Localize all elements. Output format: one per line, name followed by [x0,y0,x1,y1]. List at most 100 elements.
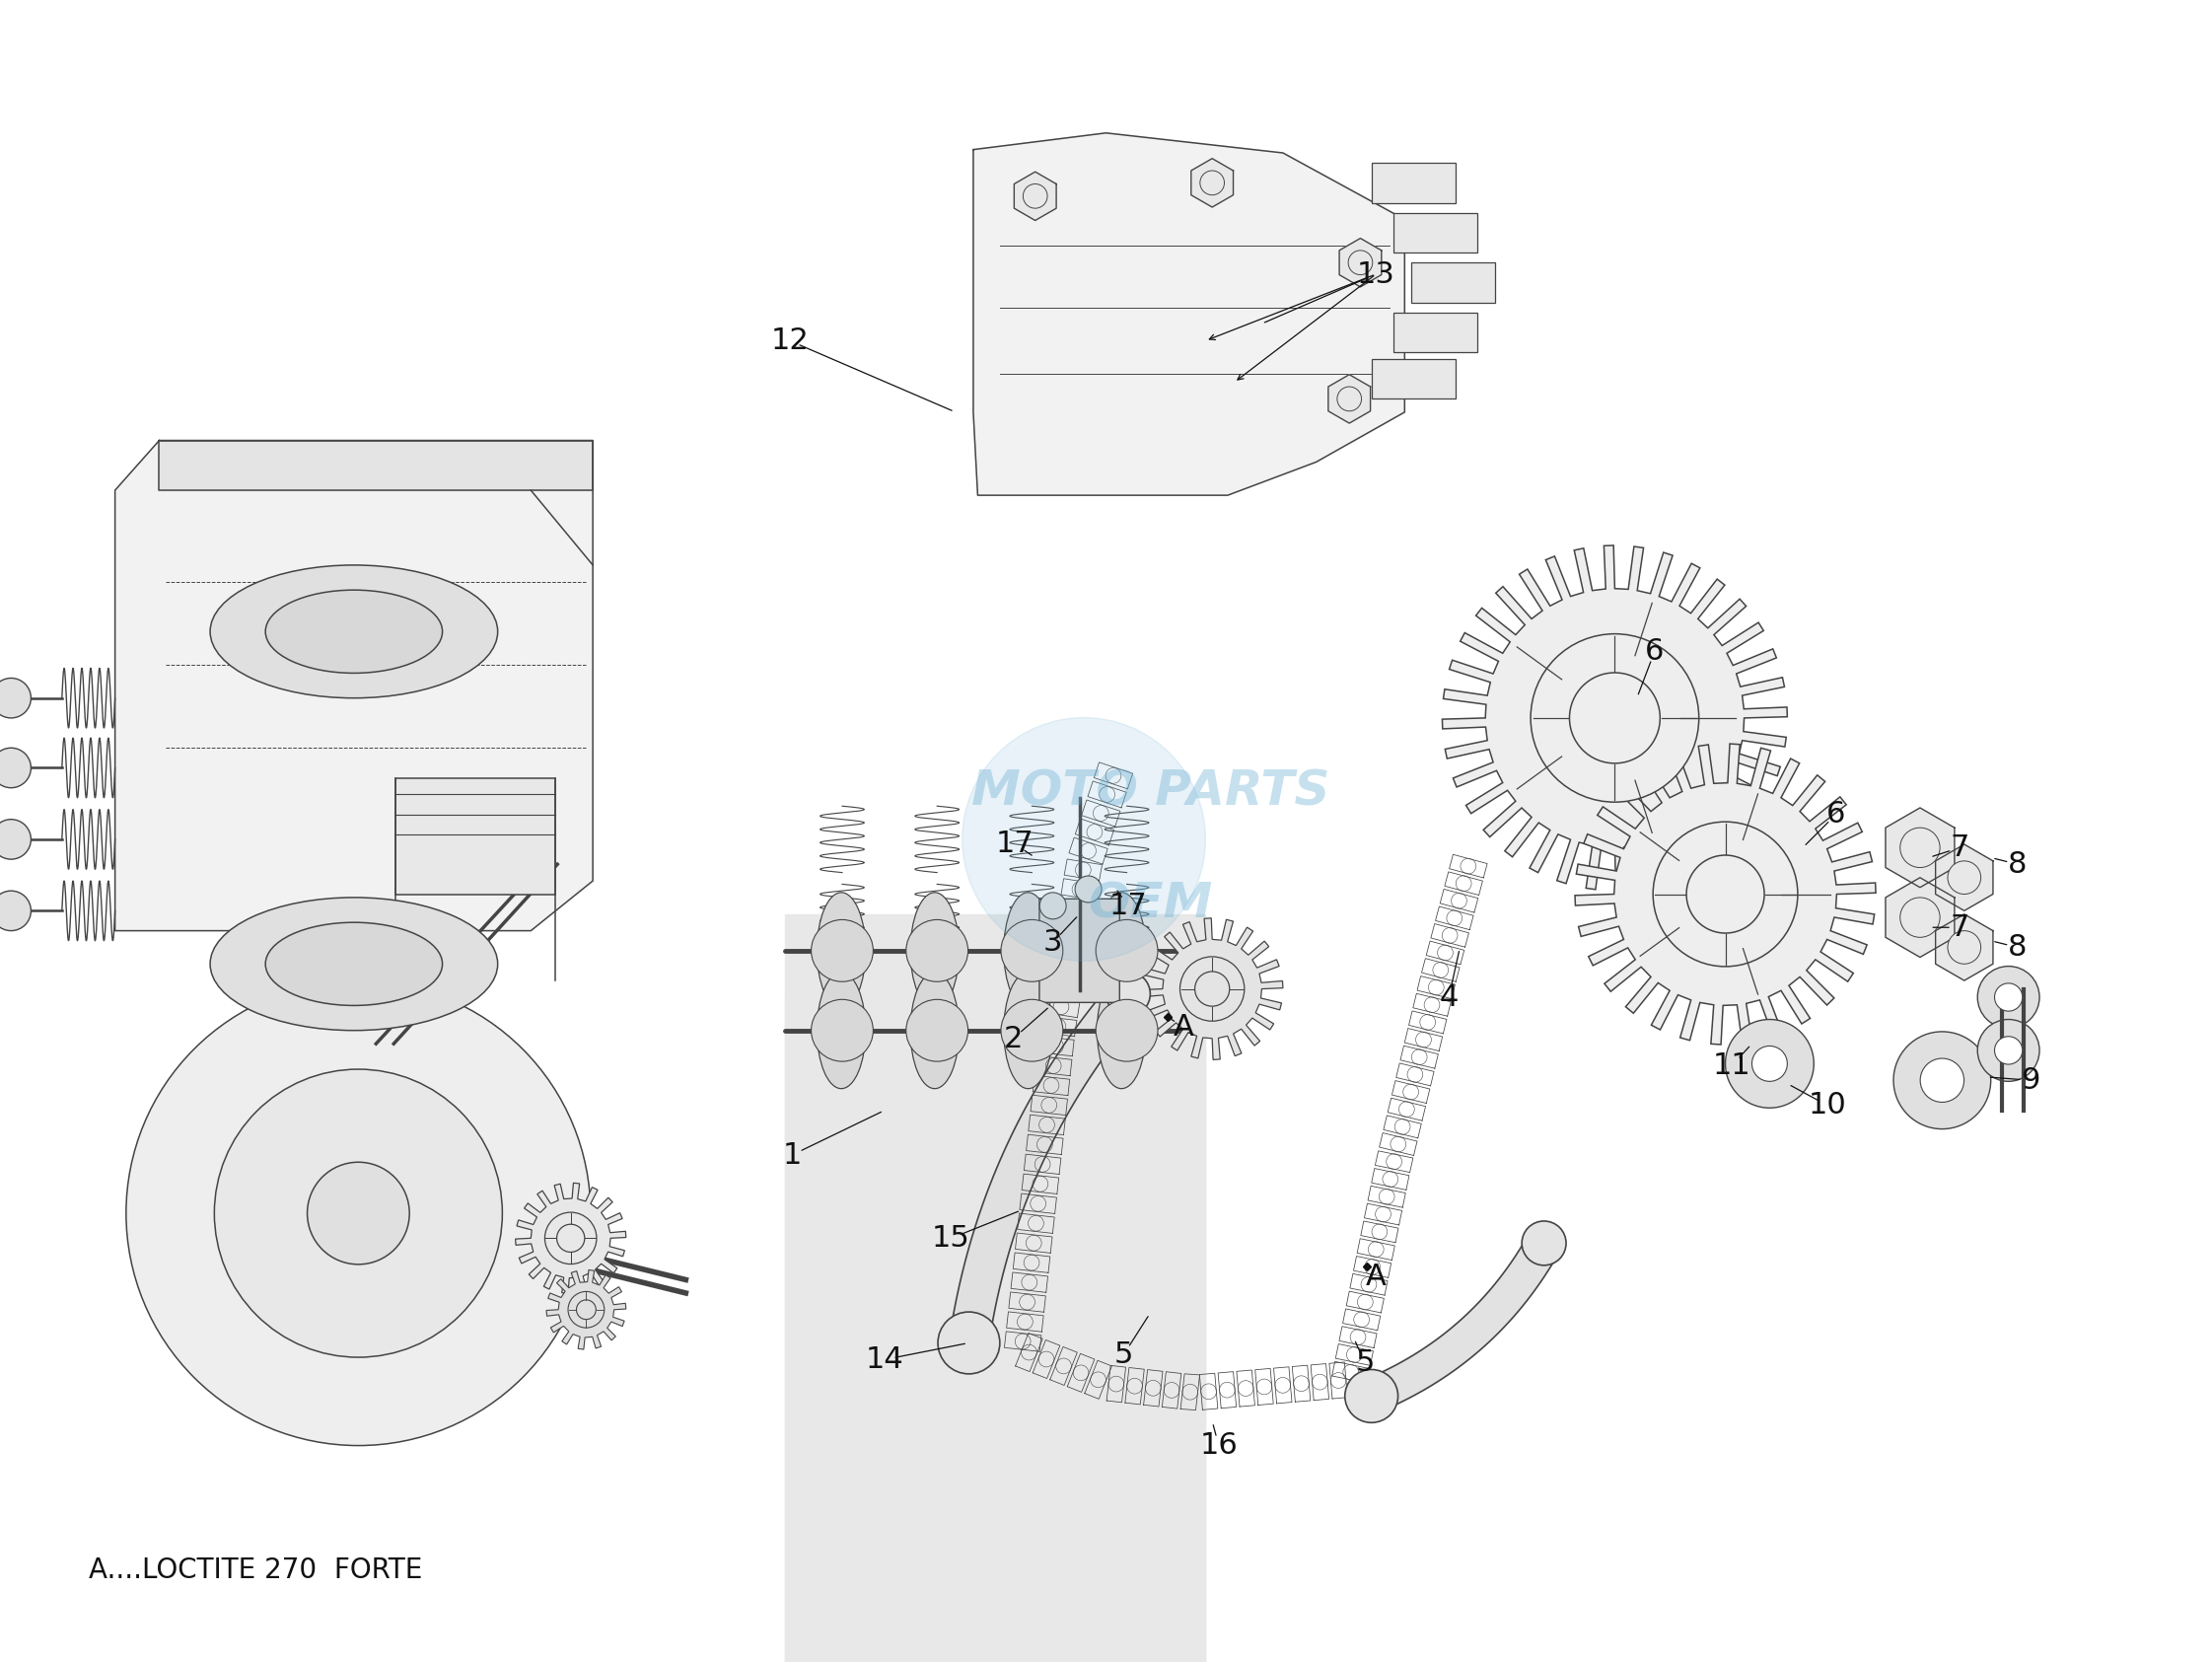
Polygon shape [949,981,1144,1346]
Circle shape [1995,984,2022,1010]
Ellipse shape [816,972,865,1089]
Circle shape [907,919,969,982]
Text: 13: 13 [1356,259,1396,289]
Circle shape [1075,876,1102,902]
Text: 2: 2 [1004,1024,1022,1054]
Text: A: A [1365,1261,1387,1291]
Circle shape [544,1212,597,1265]
Circle shape [126,981,591,1446]
Circle shape [1900,897,1940,937]
Polygon shape [1327,374,1371,424]
Text: 12: 12 [770,326,810,356]
Ellipse shape [210,565,498,698]
Circle shape [962,718,1206,961]
Circle shape [307,1162,409,1265]
Text: 3: 3 [1044,927,1062,957]
Polygon shape [1885,808,1955,888]
Text: 17: 17 [1108,891,1148,921]
Circle shape [1949,931,1982,964]
Ellipse shape [1097,972,1146,1089]
Circle shape [1531,633,1699,803]
Text: 9: 9 [2022,1065,2039,1095]
Circle shape [1040,892,1066,919]
Ellipse shape [265,922,442,1006]
Polygon shape [1365,1235,1559,1413]
Text: 6: 6 [1646,637,1663,666]
Circle shape [1949,861,1982,894]
Circle shape [1995,1037,2022,1064]
Ellipse shape [1097,892,1146,1009]
Bar [1371,359,1455,399]
Circle shape [1978,966,2039,1029]
Bar [1394,213,1478,253]
Circle shape [1652,821,1798,967]
Bar [1394,312,1478,352]
Circle shape [1893,1032,1991,1128]
Ellipse shape [816,892,865,1009]
Polygon shape [1338,238,1382,288]
Polygon shape [1936,844,1993,911]
Ellipse shape [0,678,31,718]
Circle shape [907,999,969,1062]
Circle shape [568,1291,604,1328]
Polygon shape [785,914,1206,1662]
Polygon shape [1885,878,1955,957]
Polygon shape [973,133,1405,495]
Text: 8: 8 [2008,932,2026,962]
Circle shape [1201,171,1225,194]
Text: 11: 11 [1712,1050,1752,1080]
Polygon shape [515,1183,626,1293]
Ellipse shape [0,819,31,859]
Circle shape [1571,673,1659,763]
Circle shape [1106,972,1150,1015]
Circle shape [1349,251,1371,274]
Text: A: A [1172,1012,1194,1042]
Circle shape [1345,1369,1398,1423]
Circle shape [215,1069,502,1358]
Circle shape [577,1300,595,1320]
Text: 6: 6 [1827,799,1845,829]
FancyBboxPatch shape [1040,899,1119,1002]
Polygon shape [1190,158,1234,208]
Polygon shape [1575,745,1876,1044]
Text: 1: 1 [783,1140,801,1170]
Circle shape [1900,828,1940,868]
Ellipse shape [210,897,498,1030]
Circle shape [1179,957,1245,1020]
Circle shape [1752,1045,1787,1082]
Circle shape [1095,919,1157,982]
Polygon shape [1936,914,1993,981]
Polygon shape [1141,917,1283,1060]
Circle shape [812,919,874,982]
Circle shape [1522,1222,1566,1265]
Ellipse shape [1004,892,1053,1009]
Polygon shape [1013,171,1057,221]
Circle shape [1725,1019,1814,1109]
Circle shape [1686,856,1765,932]
Text: 5: 5 [1115,1340,1133,1369]
Text: 15: 15 [931,1223,971,1253]
Circle shape [1336,387,1360,411]
Text: A....LOCTITE 270  FORTE: A....LOCTITE 270 FORTE [88,1557,422,1584]
Circle shape [1002,919,1064,982]
Circle shape [1194,972,1230,1006]
Text: MOTO PARTS: MOTO PARTS [971,768,1329,814]
Circle shape [1095,999,1157,1062]
Ellipse shape [0,891,31,931]
Text: 17: 17 [995,829,1035,859]
Ellipse shape [911,892,960,1009]
Bar [1371,163,1455,203]
Circle shape [938,1311,1000,1374]
Circle shape [812,999,874,1062]
Text: 14: 14 [865,1345,905,1374]
Bar [1411,263,1495,302]
Text: 8: 8 [2008,849,2026,879]
Circle shape [1978,1019,2039,1082]
Polygon shape [785,994,1206,1662]
Bar [396,778,555,894]
Text: 16: 16 [1199,1431,1239,1461]
Polygon shape [546,1270,626,1350]
Text: 7: 7 [1951,833,1969,863]
Text: 7: 7 [1951,912,1969,942]
Ellipse shape [911,972,960,1089]
